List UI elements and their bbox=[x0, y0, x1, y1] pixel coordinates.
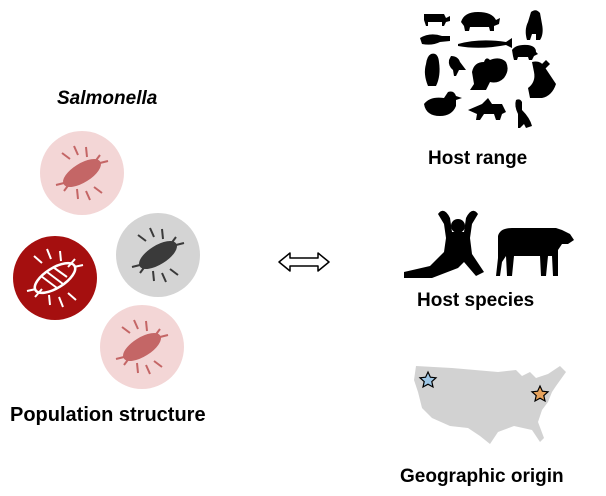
us-map-icon bbox=[414, 366, 566, 444]
double-arrow-icon bbox=[278, 252, 330, 272]
bacterium-dark-red bbox=[13, 236, 97, 320]
host-range-label: Host range bbox=[428, 148, 528, 169]
geographic-origin-label: Geographic origin bbox=[400, 466, 564, 487]
host-species-label: Host species bbox=[417, 290, 535, 311]
bacterium-light-top bbox=[40, 131, 124, 215]
star-west-icon bbox=[418, 370, 438, 389]
bacterium-gray bbox=[116, 213, 200, 297]
diagram-title: Salmonella bbox=[57, 88, 158, 109]
animal-silhouettes-icon bbox=[420, 10, 556, 128]
bacterium-light-bottom bbox=[100, 305, 184, 389]
human-silhouette-icon bbox=[404, 210, 484, 278]
star-east-icon bbox=[530, 384, 550, 403]
population-structure-label: Population structure bbox=[10, 404, 206, 426]
cow-silhouette-icon bbox=[496, 228, 574, 276]
